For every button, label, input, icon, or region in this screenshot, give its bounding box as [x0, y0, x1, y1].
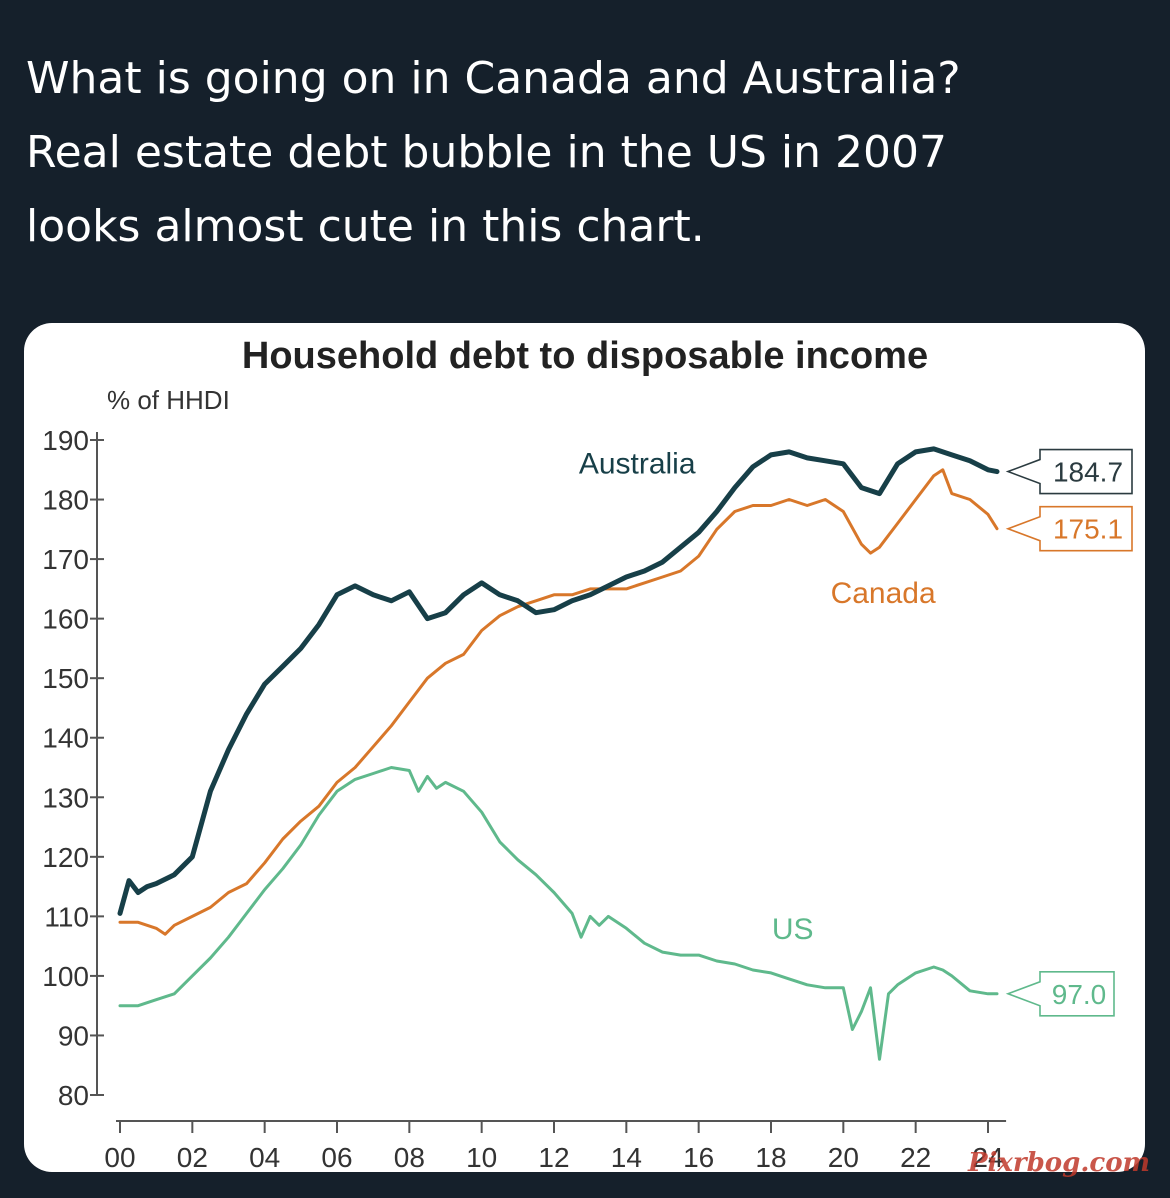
end-label-box: [1005, 505, 1133, 552]
x-tick-label: 14: [611, 1142, 642, 1172]
y-tick-label: 100: [42, 961, 89, 992]
post-line-3: looks almost cute in this chart.: [26, 201, 705, 252]
end-label-box: [1005, 970, 1115, 1017]
end-label-us: 97.0: [1005, 970, 1115, 1017]
x-tick-label: 00: [104, 1142, 135, 1172]
y-tick-label: 190: [42, 425, 89, 456]
end-label-australia: 184.7: [1005, 448, 1133, 495]
chart-title: Household debt to disposable income: [242, 335, 928, 377]
y-tick-label: 130: [42, 782, 89, 813]
series-line-us: [118, 766, 999, 1061]
end-label-canada: 175.1: [1005, 505, 1133, 552]
x-tick-label: 04: [249, 1142, 280, 1172]
end-label-value: 97.0: [1052, 979, 1107, 1010]
x-tick-label: 24: [972, 1142, 1003, 1172]
y-tick-label: 170: [42, 544, 89, 575]
x-tick-label: 06: [321, 1142, 352, 1172]
x-tick-label: 16: [683, 1142, 714, 1172]
series-label-australia: Australia: [579, 447, 696, 480]
y-tick-label: 90: [58, 1020, 89, 1051]
y-tick-label: 180: [42, 485, 89, 516]
x-tick-label: 22: [900, 1142, 931, 1172]
x-tick-label: 08: [394, 1142, 425, 1172]
y-axis-label: % of HHDI: [107, 385, 230, 415]
y-tick-label: 110: [44, 901, 89, 932]
series-line-canada: [118, 468, 999, 936]
watermark-logo: Pixrbog.com: [968, 1148, 1151, 1178]
axes: 80 90 100 110 120 130 140 150 160 170 180 190 00 02 04…: [42, 425, 1007, 1172]
line-chart: Household debt to disposable income % of…: [42, 335, 1133, 1172]
x-tick-label: 02: [177, 1142, 208, 1172]
post-line-1: What is going on in Canada and Australia…: [26, 53, 961, 104]
series-line-australia: [117, 446, 1000, 916]
series-labels: Australia Canada US: [579, 447, 936, 946]
series-label-us: US: [772, 913, 814, 946]
x-tick-label: 12: [538, 1142, 569, 1172]
y-tick-label: 80: [58, 1080, 89, 1111]
y-tick-label: 160: [42, 604, 89, 635]
series-label-canada: Canada: [831, 577, 936, 610]
chart-card[interactable]: Household debt to disposable income % of…: [24, 323, 1145, 1172]
x-tick-label: 10: [466, 1142, 497, 1172]
y-tick-label: 120: [42, 842, 89, 873]
end-label-value: 184.7: [1053, 457, 1123, 488]
end-label-box: [1005, 448, 1133, 495]
end-value-labels: 184.7 175.1 97.0: [1005, 448, 1133, 1017]
y-tick-label: 150: [42, 663, 89, 694]
post-line-2: Real estate debt bubble in the US in 200…: [26, 127, 947, 178]
end-label-value: 175.1: [1053, 514, 1123, 545]
x-tick-label: 18: [755, 1142, 786, 1172]
x-tick-label: 20: [828, 1142, 859, 1172]
post-text: What is going on in Canada and Australia…: [26, 42, 1146, 264]
y-tick-label: 140: [42, 723, 89, 754]
series-layer: [117, 446, 1000, 1061]
